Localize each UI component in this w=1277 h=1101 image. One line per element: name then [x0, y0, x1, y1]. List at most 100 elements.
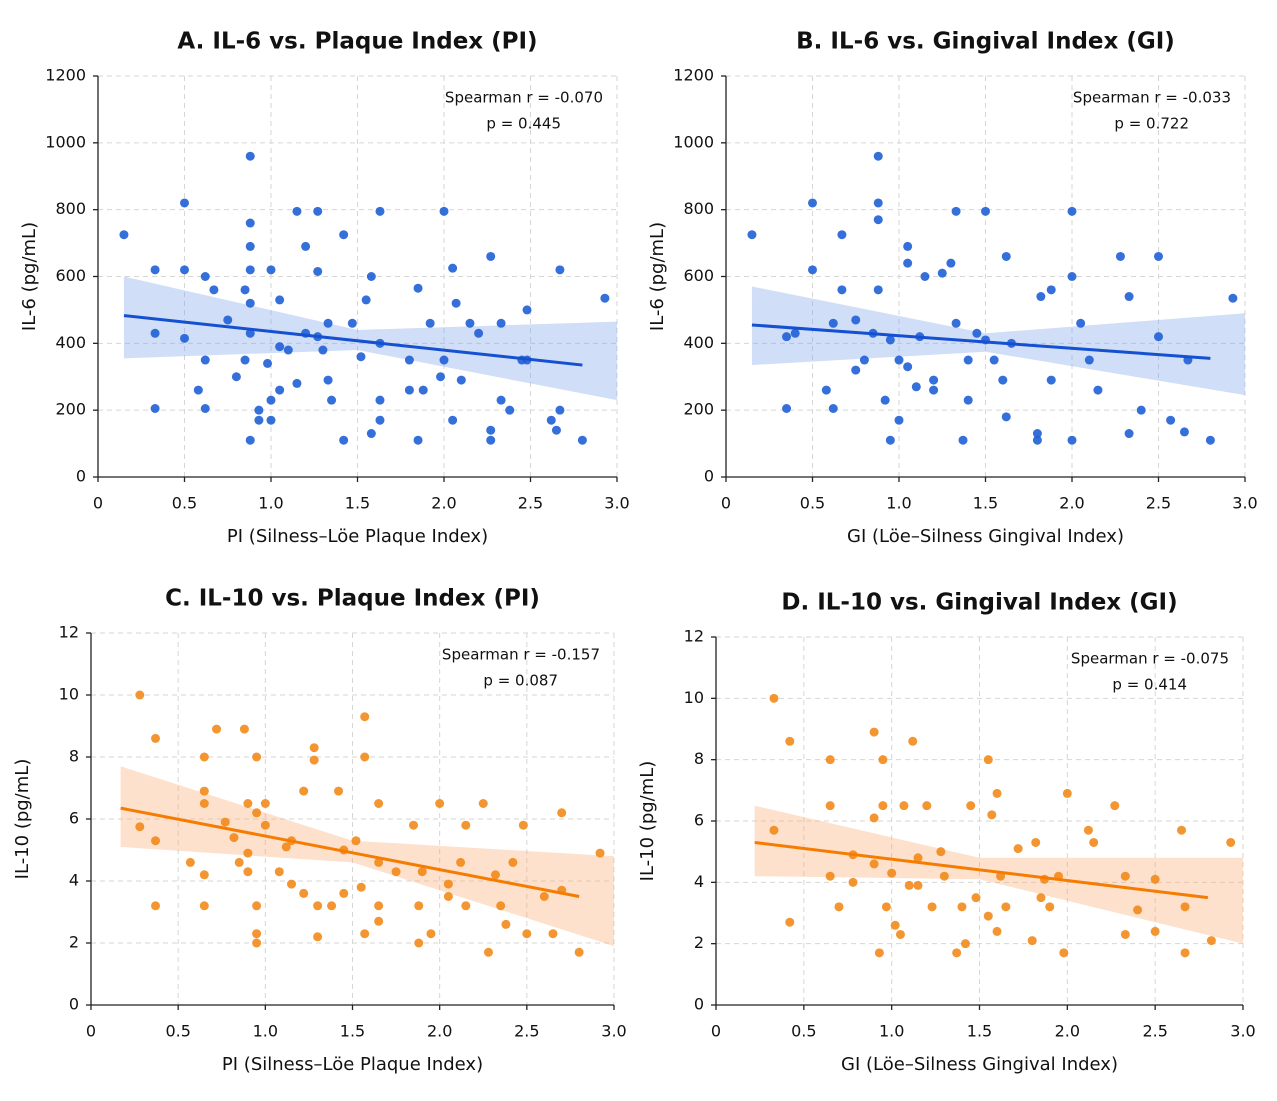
data-point: [200, 272, 210, 281]
data-point: [318, 345, 328, 355]
trend-line: [123, 314, 583, 367]
y-tick-label: 200: [683, 400, 714, 419]
data-point: [1124, 292, 1134, 302]
data-point: [180, 333, 189, 343]
trend-line: [751, 323, 1211, 360]
data-point: [989, 355, 999, 365]
data-point: [119, 230, 129, 240]
annotation: Spearman r = -0.157: [442, 646, 600, 664]
data-point: [1150, 926, 1160, 936]
data-point: [461, 820, 471, 830]
data-point: [957, 902, 967, 912]
data-point: [496, 395, 506, 405]
data-point: [911, 382, 921, 392]
data-point: [881, 902, 891, 912]
data-point: [212, 724, 222, 734]
data-point: [199, 786, 209, 796]
data-point: [1133, 905, 1143, 915]
data-point: [313, 266, 323, 276]
data-point: [245, 241, 255, 251]
data-point: [966, 801, 976, 811]
x-tick-label: 2.0: [1059, 494, 1084, 513]
data-point: [1205, 435, 1215, 445]
y-tick-label: 2: [694, 933, 704, 952]
data-point: [539, 892, 549, 901]
data-point: [339, 230, 349, 240]
data-point: [185, 857, 195, 867]
data-point: [417, 867, 427, 877]
data-point: [374, 916, 384, 926]
data-point: [281, 842, 291, 852]
data-point: [334, 786, 344, 796]
data-point: [869, 813, 879, 823]
data-point: [952, 948, 962, 958]
x-axis-label: GI (Löe–Silness Gingival Index): [841, 1054, 1118, 1075]
panel: B. IL-6 vs. Gingival Index (GI) 0 0.5 1.0 1.…: [647, 29, 1258, 548]
data-point: [785, 917, 795, 927]
y-tick-label: 8: [69, 747, 79, 766]
x-tick-label: 1.5: [967, 1022, 992, 1041]
annotation: p = 0.722: [1114, 115, 1189, 133]
data-point: [327, 901, 337, 911]
x-tick-label: 1.5: [973, 494, 998, 513]
data-point: [478, 799, 488, 808]
data-point: [180, 265, 189, 275]
panel-title: C. IL-10 vs. Plaque Index (PI): [165, 586, 540, 612]
data-point: [894, 355, 904, 365]
panel-title: B. IL-6 vs. Gingival Index (GI): [796, 29, 1175, 55]
data-point: [808, 265, 817, 275]
data-point: [309, 743, 319, 753]
data-point: [496, 901, 506, 911]
data-point: [574, 947, 584, 957]
data-point: [825, 871, 835, 881]
x-tick-label: 2.0: [427, 1022, 452, 1041]
data-point: [972, 328, 982, 338]
data-point: [245, 265, 255, 275]
data-point: [465, 318, 475, 328]
data-point: [286, 879, 296, 889]
y-axis-label: IL-6 (pg/mL): [647, 222, 668, 331]
data-point: [496, 318, 506, 328]
data-point: [1067, 272, 1077, 281]
data-point: [1067, 435, 1077, 445]
y-tick-label: 1000: [673, 132, 714, 151]
x-tick-label: 0.5: [800, 494, 825, 513]
data-point: [1045, 902, 1055, 912]
data-point: [443, 892, 453, 901]
data-point: [360, 929, 370, 939]
data-point: [339, 435, 349, 445]
y-tick-label: 200: [55, 400, 86, 419]
panel: D. IL-10 vs. Gingival Index (GI) 0 0.5 1.0 1…: [637, 590, 1256, 1076]
data-point: [461, 901, 471, 911]
data-point: [443, 879, 453, 889]
data-point: [1154, 251, 1163, 261]
data-point: [508, 857, 518, 867]
annotation: Spearman r = -0.070: [445, 89, 603, 107]
y-tick-label: 6: [69, 809, 79, 828]
data-point: [1179, 427, 1189, 437]
data-point: [339, 888, 349, 898]
data-point: [456, 375, 466, 385]
data-point: [323, 375, 333, 385]
data-point: [1166, 415, 1176, 425]
data-point: [929, 385, 939, 395]
data-point: [451, 298, 461, 308]
data-point: [150, 265, 160, 275]
data-point: [963, 355, 973, 365]
annotation: p = 0.445: [486, 115, 561, 133]
data-point: [946, 258, 956, 268]
data-point: [435, 799, 445, 808]
data-point: [937, 268, 947, 278]
data-point: [243, 799, 253, 808]
data-point: [180, 198, 189, 208]
data-point: [254, 405, 264, 415]
data-point: [313, 206, 323, 216]
y-axis-label: IL-10 (pg/mL): [637, 761, 658, 882]
data-point: [252, 808, 262, 818]
data-point: [404, 385, 414, 395]
x-tick-label: 0.5: [165, 1022, 190, 1041]
y-tick-label: 600: [683, 266, 714, 285]
data-point: [229, 833, 239, 843]
data-point: [785, 736, 795, 746]
data-point: [361, 295, 371, 305]
